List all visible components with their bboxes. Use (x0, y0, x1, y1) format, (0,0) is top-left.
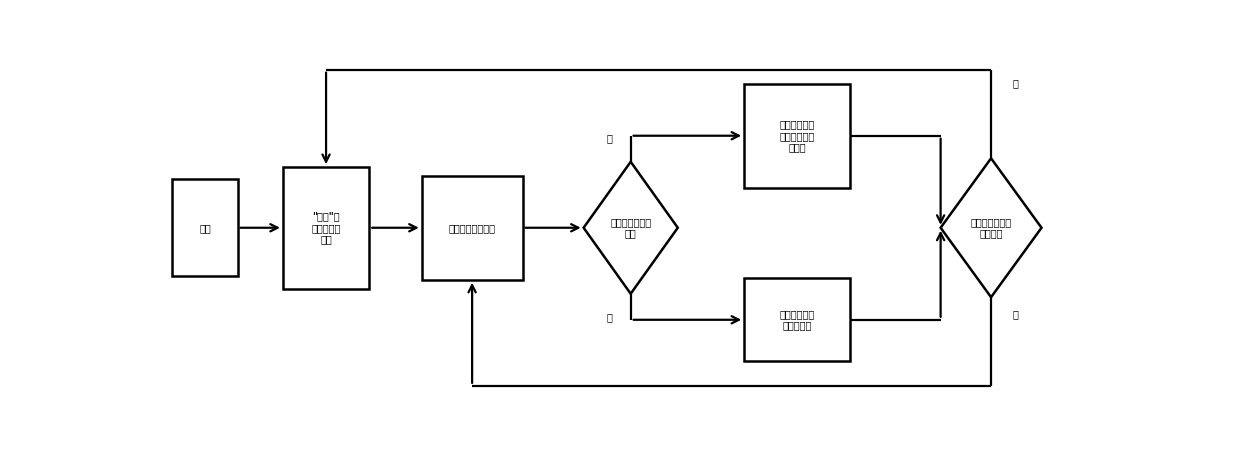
Text: 透明线条覆盖
先前绘制过的
移动流: 透明线条覆盖 先前绘制过的 移动流 (779, 119, 815, 152)
Text: 是否到达轨迹末
端位置？: 是否到达轨迹末 端位置？ (971, 217, 1012, 239)
Text: 是: 是 (1012, 78, 1018, 89)
Text: 否: 否 (1012, 309, 1018, 320)
Polygon shape (584, 162, 678, 294)
Text: 是否是第一遍绘
制？: 是否是第一遍绘 制？ (610, 217, 651, 239)
FancyBboxPatch shape (283, 167, 370, 289)
Text: 开始: 开始 (200, 223, 211, 233)
Text: 是: 是 (606, 133, 613, 143)
Text: 向前绘制一段距离: 向前绘制一段距离 (449, 223, 496, 233)
FancyBboxPatch shape (172, 179, 238, 276)
FancyBboxPatch shape (744, 278, 849, 361)
Text: 否: 否 (606, 312, 613, 322)
FancyBboxPatch shape (744, 83, 849, 188)
FancyBboxPatch shape (422, 176, 522, 280)
Text: 透明线条覆盖
重置轨迹流: 透明线条覆盖 重置轨迹流 (779, 309, 815, 331)
Text: "头部"置
于轨迹起始
位置: "头部"置 于轨迹起始 位置 (311, 211, 341, 244)
Polygon shape (941, 158, 1042, 297)
